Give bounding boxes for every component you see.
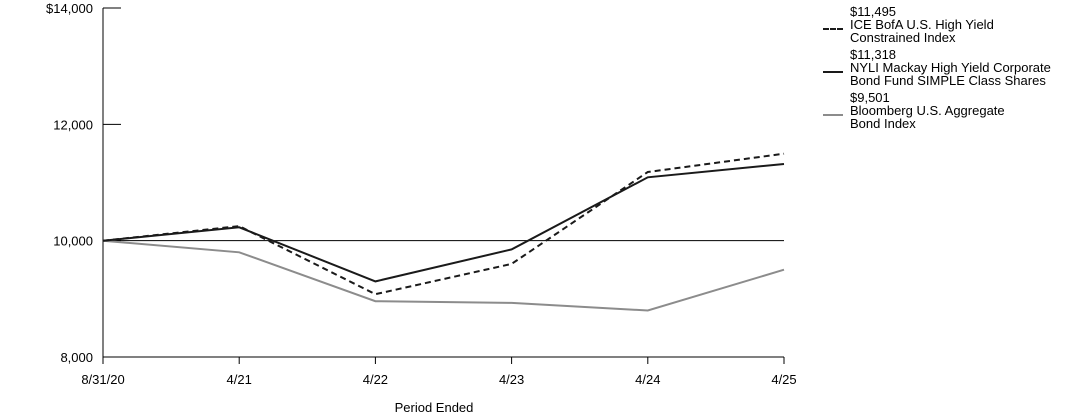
legend-swatch-dashed (823, 28, 843, 30)
x-axis-title: Period Ended (395, 400, 474, 415)
legend-series-name: NYLI Mackay High Yield Corporate Bond Fu… (850, 60, 1051, 88)
series-line-bloomberg (102, 239, 785, 312)
series-group (102, 152, 785, 312)
chart-legend: $11,495 ICE BofA U.S. High Yield Constra… (818, 5, 1092, 134)
legend-series-name: Bloomberg U.S. Aggregate Bond Index (850, 103, 1005, 131)
x-tick-label: 4/23 (499, 372, 524, 387)
y-axis-ticks: $14,000 12,000 10,000 8,000 (46, 1, 121, 365)
legend-item-bloomberg: $9,501 Bloomberg U.S. Aggregate Bond Ind… (818, 91, 1092, 130)
chart-axes (102, 8, 784, 358)
legend-swatch-solid-dark (823, 71, 843, 73)
legend-end-value: $11,495 (850, 4, 897, 19)
legend-end-value: $9,501 (850, 90, 890, 105)
x-tick-label: 4/22 (363, 372, 388, 387)
y-tick-label: 12,000 (53, 117, 93, 132)
legend-swatch-solid-gray (823, 114, 843, 116)
x-tick-label: 4/25 (771, 372, 796, 387)
series-line-nyli-fund (102, 163, 785, 283)
x-tick-label: 8/31/20 (81, 372, 124, 387)
series-line-ice-bofa (102, 152, 785, 296)
x-tick-label: 4/21 (227, 372, 252, 387)
legend-item-nyli-fund: $11,318 NYLI Mackay High Yield Corporate… (818, 48, 1092, 87)
legend-item-ice-bofa: $11,495 ICE BofA U.S. High Yield Constra… (818, 5, 1092, 44)
y-tick-label: 10,000 (53, 234, 93, 249)
y-tick-label: 8,000 (60, 350, 93, 365)
legend-end-value: $11,318 (850, 47, 897, 62)
y-tick-label: $14,000 (46, 1, 93, 16)
x-axis-ticks: 8/31/20 4/21 4/22 4/23 4/24 4/25 (81, 357, 797, 387)
legend-series-name: ICE BofA U.S. High Yield Constrained Ind… (850, 17, 994, 45)
x-tick-label: 4/24 (635, 372, 660, 387)
